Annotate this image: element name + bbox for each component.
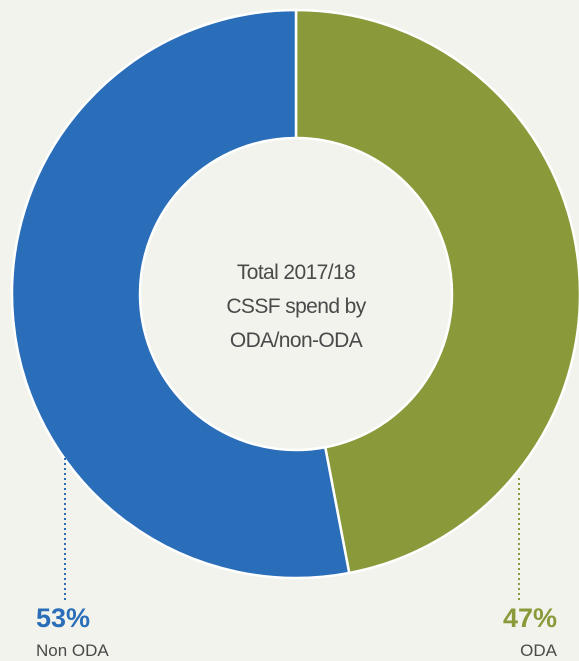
non-oda-percentage: 53%	[36, 603, 91, 633]
donut-center	[138, 136, 454, 452]
chart-title-line-2: CSSF spend by	[226, 295, 366, 318]
non-oda-label: Non ODA	[36, 641, 109, 660]
oda-percentage: 47%	[502, 603, 557, 633]
chart-title-line-1: Total 2017/18	[237, 261, 355, 284]
chart-title-line-3: ODA/non-ODA	[230, 329, 363, 352]
oda-label: ODA	[520, 641, 557, 660]
